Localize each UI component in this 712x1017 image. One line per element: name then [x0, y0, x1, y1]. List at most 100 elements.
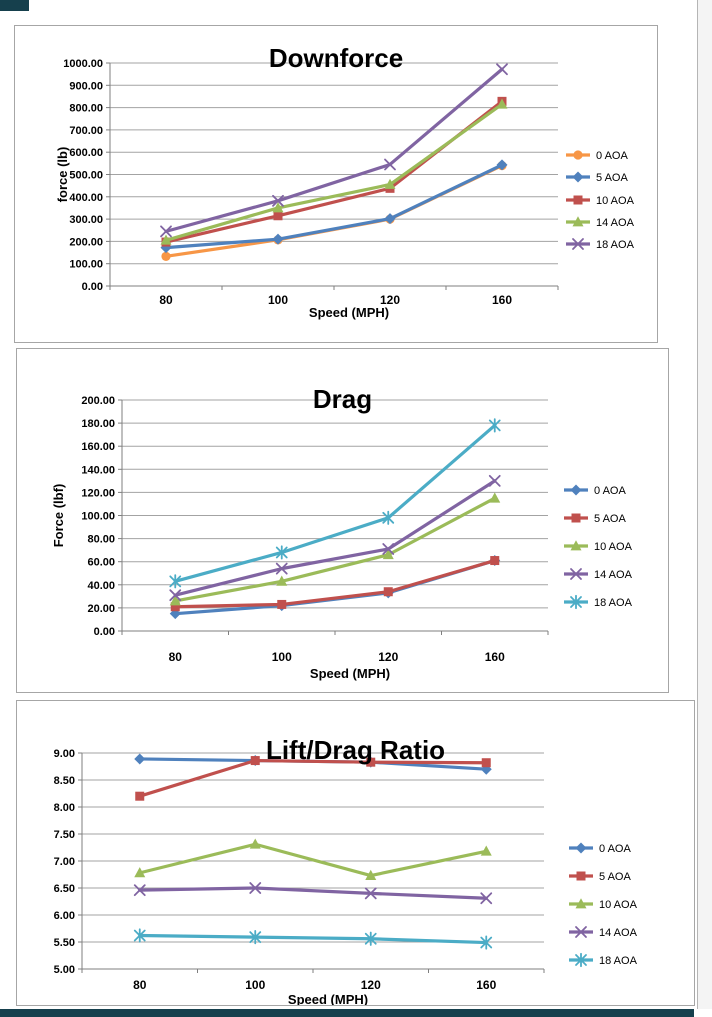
legend-item[interactable]: 10 AOA — [564, 540, 633, 553]
legend-item-label: 5 AOA — [599, 871, 631, 883]
series-line[interactable] — [173, 423, 497, 583]
y-tick-label: 8.50 — [54, 775, 75, 787]
y-tick-label: 8.00 — [54, 802, 75, 814]
page-boundary-line — [697, 0, 698, 1009]
x-axis-title: Speed (MPH) — [288, 992, 368, 1005]
legend: 0 AOA 5 AOA 10 AOA 14 AOA 18 AOA — [566, 150, 635, 251]
legend-item[interactable]: 10 AOA — [566, 195, 635, 207]
page-right-margin — [698, 0, 712, 1009]
window-chrome-fragment-bottom — [0, 1009, 694, 1017]
series-18-aoa[interactable] — [160, 63, 508, 238]
series-5-aoa[interactable] — [160, 159, 508, 254]
legend-item[interactable]: 5 AOA — [564, 513, 626, 525]
legend-item-label: 10 AOA — [599, 899, 638, 911]
series-18-aoa[interactable] — [133, 928, 493, 950]
series-5-aoa[interactable] — [135, 756, 491, 801]
x-tick-label: 100 — [245, 978, 265, 992]
x-tick-label: 120 — [361, 978, 381, 992]
series-markers — [169, 474, 501, 602]
series-line[interactable] — [138, 933, 488, 945]
series-line[interactable] — [164, 99, 504, 244]
y-tick-label: 400.00 — [69, 192, 103, 204]
series-line[interactable] — [164, 102, 504, 242]
x-tick-label: 120 — [378, 650, 398, 664]
legend-item[interactable]: 14 AOA — [564, 568, 633, 581]
x-axis-title: Speed (MPH) — [310, 666, 390, 681]
series-5-aoa[interactable] — [170, 556, 500, 612]
series-14-aoa[interactable] — [169, 474, 501, 602]
series-line[interactable] — [164, 163, 504, 250]
series-line[interactable] — [138, 886, 488, 900]
legend: 0 AOA 5 AOA 10 AOA 14 AOA 18 AOA — [564, 484, 633, 610]
chart-title: Drag — [313, 384, 372, 414]
series-10-aoa[interactable] — [161, 96, 507, 247]
series-14-aoa[interactable] — [133, 882, 493, 905]
y-tick-label: 140.00 — [81, 464, 115, 476]
y-tick-label: 600.00 — [69, 147, 103, 159]
y-tick-label: 5.00 — [54, 964, 75, 976]
series-line[interactable] — [173, 558, 497, 609]
y-tick-label: 60.00 — [87, 557, 115, 569]
series-markers — [161, 160, 507, 261]
series-line[interactable] — [164, 67, 504, 233]
chart-title: Downforce — [269, 43, 403, 73]
downforce-chart[interactable]: 0.00 100.00 200.00 300.00 400.00 500.00 600.00… — [14, 25, 658, 343]
series-18-aoa[interactable] — [169, 418, 501, 589]
y-tick-label: 180.00 — [81, 418, 115, 430]
y-tick-label: 7.00 — [54, 856, 75, 868]
legend-item-label: 5 AOA — [594, 513, 626, 525]
series-0-aoa[interactable] — [169, 555, 501, 620]
y-tick-label: 200.00 — [69, 236, 103, 248]
series-line[interactable] — [173, 496, 497, 603]
legend-item-label: 10 AOA — [596, 195, 635, 207]
y-tick-label: 0.00 — [94, 626, 115, 638]
legend-item[interactable]: 0 AOA — [569, 842, 631, 856]
series-markers — [133, 882, 493, 905]
legend-item[interactable]: 18 AOA — [566, 238, 635, 251]
series-14-aoa[interactable] — [160, 98, 508, 245]
legend-item-label: 10 AOA — [594, 541, 633, 553]
y-tick-label: 800.00 — [69, 103, 103, 115]
legend-item-label: 0 AOA — [594, 485, 626, 497]
x-tick-label: 100 — [268, 293, 288, 307]
chart-canvas: 0.00 100.00 200.00 300.00 400.00 500.00 600.00… — [55, 43, 635, 320]
x-tick-label: 80 — [159, 293, 173, 307]
legend-item[interactable]: 0 AOA — [566, 150, 628, 162]
y-tick-label: 40.00 — [87, 580, 115, 592]
series-line[interactable] — [173, 479, 497, 597]
y-tick-label: 0.00 — [82, 281, 103, 293]
legend-item-label: 14 AOA — [596, 217, 635, 229]
legend-item[interactable]: 10 AOA — [569, 898, 638, 911]
legend-item[interactable]: 18 AOA — [564, 594, 633, 610]
legend-item[interactable]: 0 AOA — [564, 484, 626, 498]
series-10-aoa[interactable] — [169, 492, 501, 606]
drag-chart[interactable]: 0.00 20.00 40.00 60.00 80.00 100.00 120.00 140.… — [16, 348, 669, 693]
y-tick-label: 700.00 — [69, 125, 103, 137]
series-10-aoa[interactable] — [134, 838, 492, 880]
legend-item[interactable]: 18 AOA — [569, 952, 638, 968]
legend-item[interactable]: 14 AOA — [569, 926, 638, 939]
legend-item-label: 14 AOA — [599, 927, 638, 939]
y-tick-label: 1000.00 — [63, 58, 103, 70]
y-tick-label: 900.00 — [69, 80, 103, 92]
x-tick-label: 160 — [485, 650, 505, 664]
lift-drag-ratio-chart[interactable]: 5.00 5.50 6.00 6.50 7.00 7.50 8.00 8.50 9.00 80 10… — [16, 700, 695, 1006]
legend-item[interactable]: 5 AOA — [569, 871, 631, 883]
legend-item[interactable]: 14 AOA — [566, 216, 635, 229]
y-tick-label: 100.00 — [69, 259, 103, 271]
series-0-aoa[interactable] — [161, 160, 507, 261]
series-line[interactable] — [138, 758, 488, 798]
x-tick-label: 80 — [133, 978, 147, 992]
legend-item[interactable]: 5 AOA — [566, 171, 628, 185]
x-tick-label: 80 — [169, 650, 183, 664]
y-tick-label: 6.00 — [54, 910, 75, 922]
legend-item-label: 0 AOA — [599, 843, 631, 855]
y-tick-label: 5.50 — [54, 937, 75, 949]
legend-item-label: 18 AOA — [596, 239, 635, 251]
series-line[interactable] — [138, 842, 488, 878]
y-tick-label: 200.00 — [81, 395, 115, 407]
series-markers — [135, 756, 491, 801]
y-tick-label: 7.50 — [54, 829, 75, 841]
legend-item-label: 18 AOA — [599, 955, 638, 967]
